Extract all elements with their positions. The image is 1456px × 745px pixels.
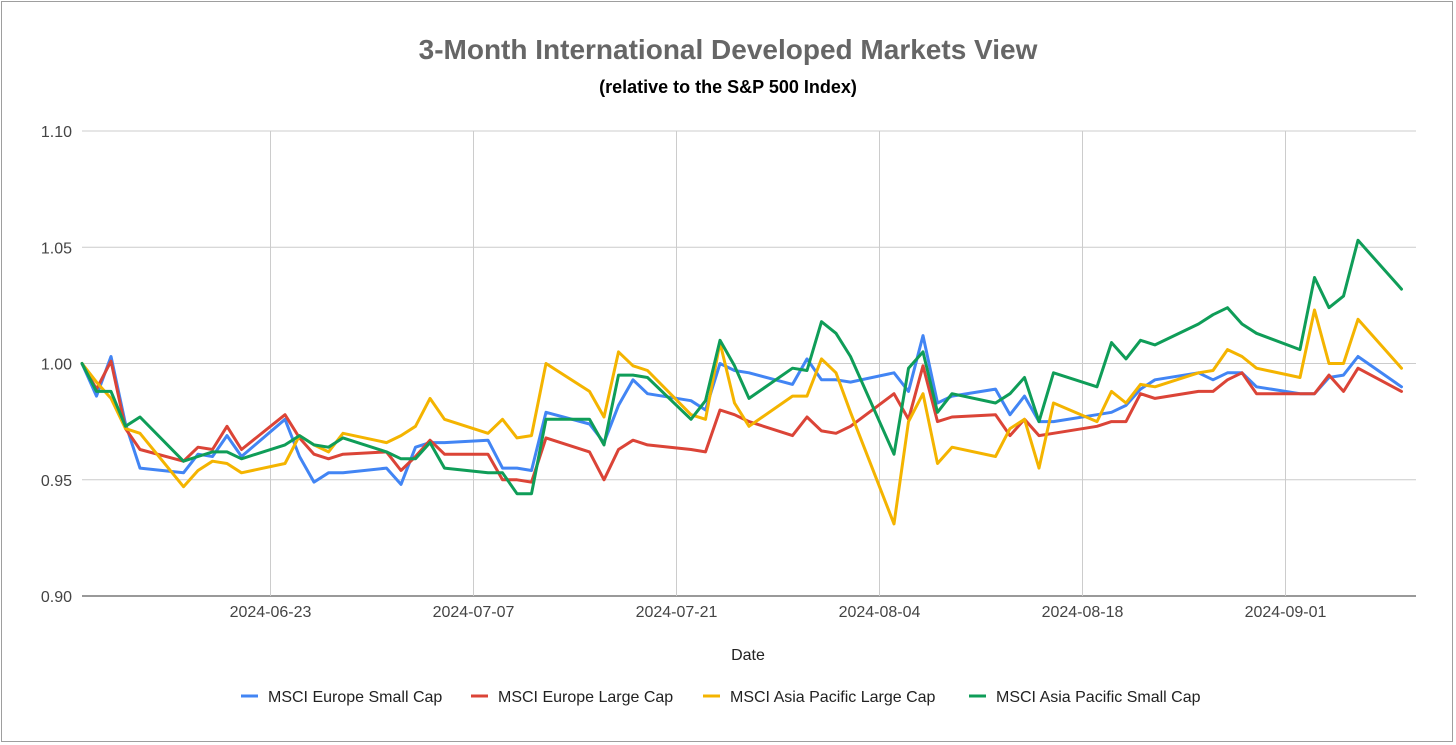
chart-subtitle: (relative to the S&P 500 Index)	[599, 77, 857, 97]
x-tick-label: 2024-08-18	[1042, 604, 1124, 621]
x-tick-label: 2024-08-04	[839, 604, 921, 621]
legend-label: MSCI Asia Pacific Small Cap	[996, 689, 1201, 706]
x-tick-label: 2024-06-23	[230, 604, 312, 621]
legend: MSCI Europe Small Cap MSCI Europe Large C…	[241, 689, 1201, 706]
y-tick-label: 0.90	[41, 589, 72, 606]
x-tick-label: 2024-07-21	[636, 604, 718, 621]
y-tick-label: 0.95	[41, 473, 72, 490]
y-axis-ticks: 0.90 0.95 1.00 1.05 1.10	[41, 124, 72, 606]
series-lines	[80, 238, 1403, 526]
x-tick-label: 2024-07-07	[433, 604, 515, 621]
legend-label: MSCI Asia Pacific Large Cap	[730, 689, 936, 706]
x-tick-label: 2024-09-01	[1245, 604, 1327, 621]
legend-label: MSCI Europe Large Cap	[498, 689, 673, 706]
y-tick-label: 1.00	[41, 357, 72, 374]
y-tick-label: 1.05	[41, 240, 72, 257]
grid-lines	[82, 130, 1416, 597]
y-tick-label: 1.10	[41, 124, 72, 141]
x-axis-ticks: 2024-06-23 2024-07-07 2024-07-21 2024-08-04…	[230, 604, 1327, 621]
legend-label: MSCI Europe Small Cap	[268, 689, 442, 706]
series-line-1	[80, 334, 1403, 486]
series-line-2	[80, 359, 1403, 484]
x-axis-label: Date	[731, 647, 765, 664]
series-line-4	[80, 238, 1403, 496]
series-line-3	[80, 308, 1403, 526]
chart-title: 3-Month International Developed Markets …	[418, 34, 1038, 65]
